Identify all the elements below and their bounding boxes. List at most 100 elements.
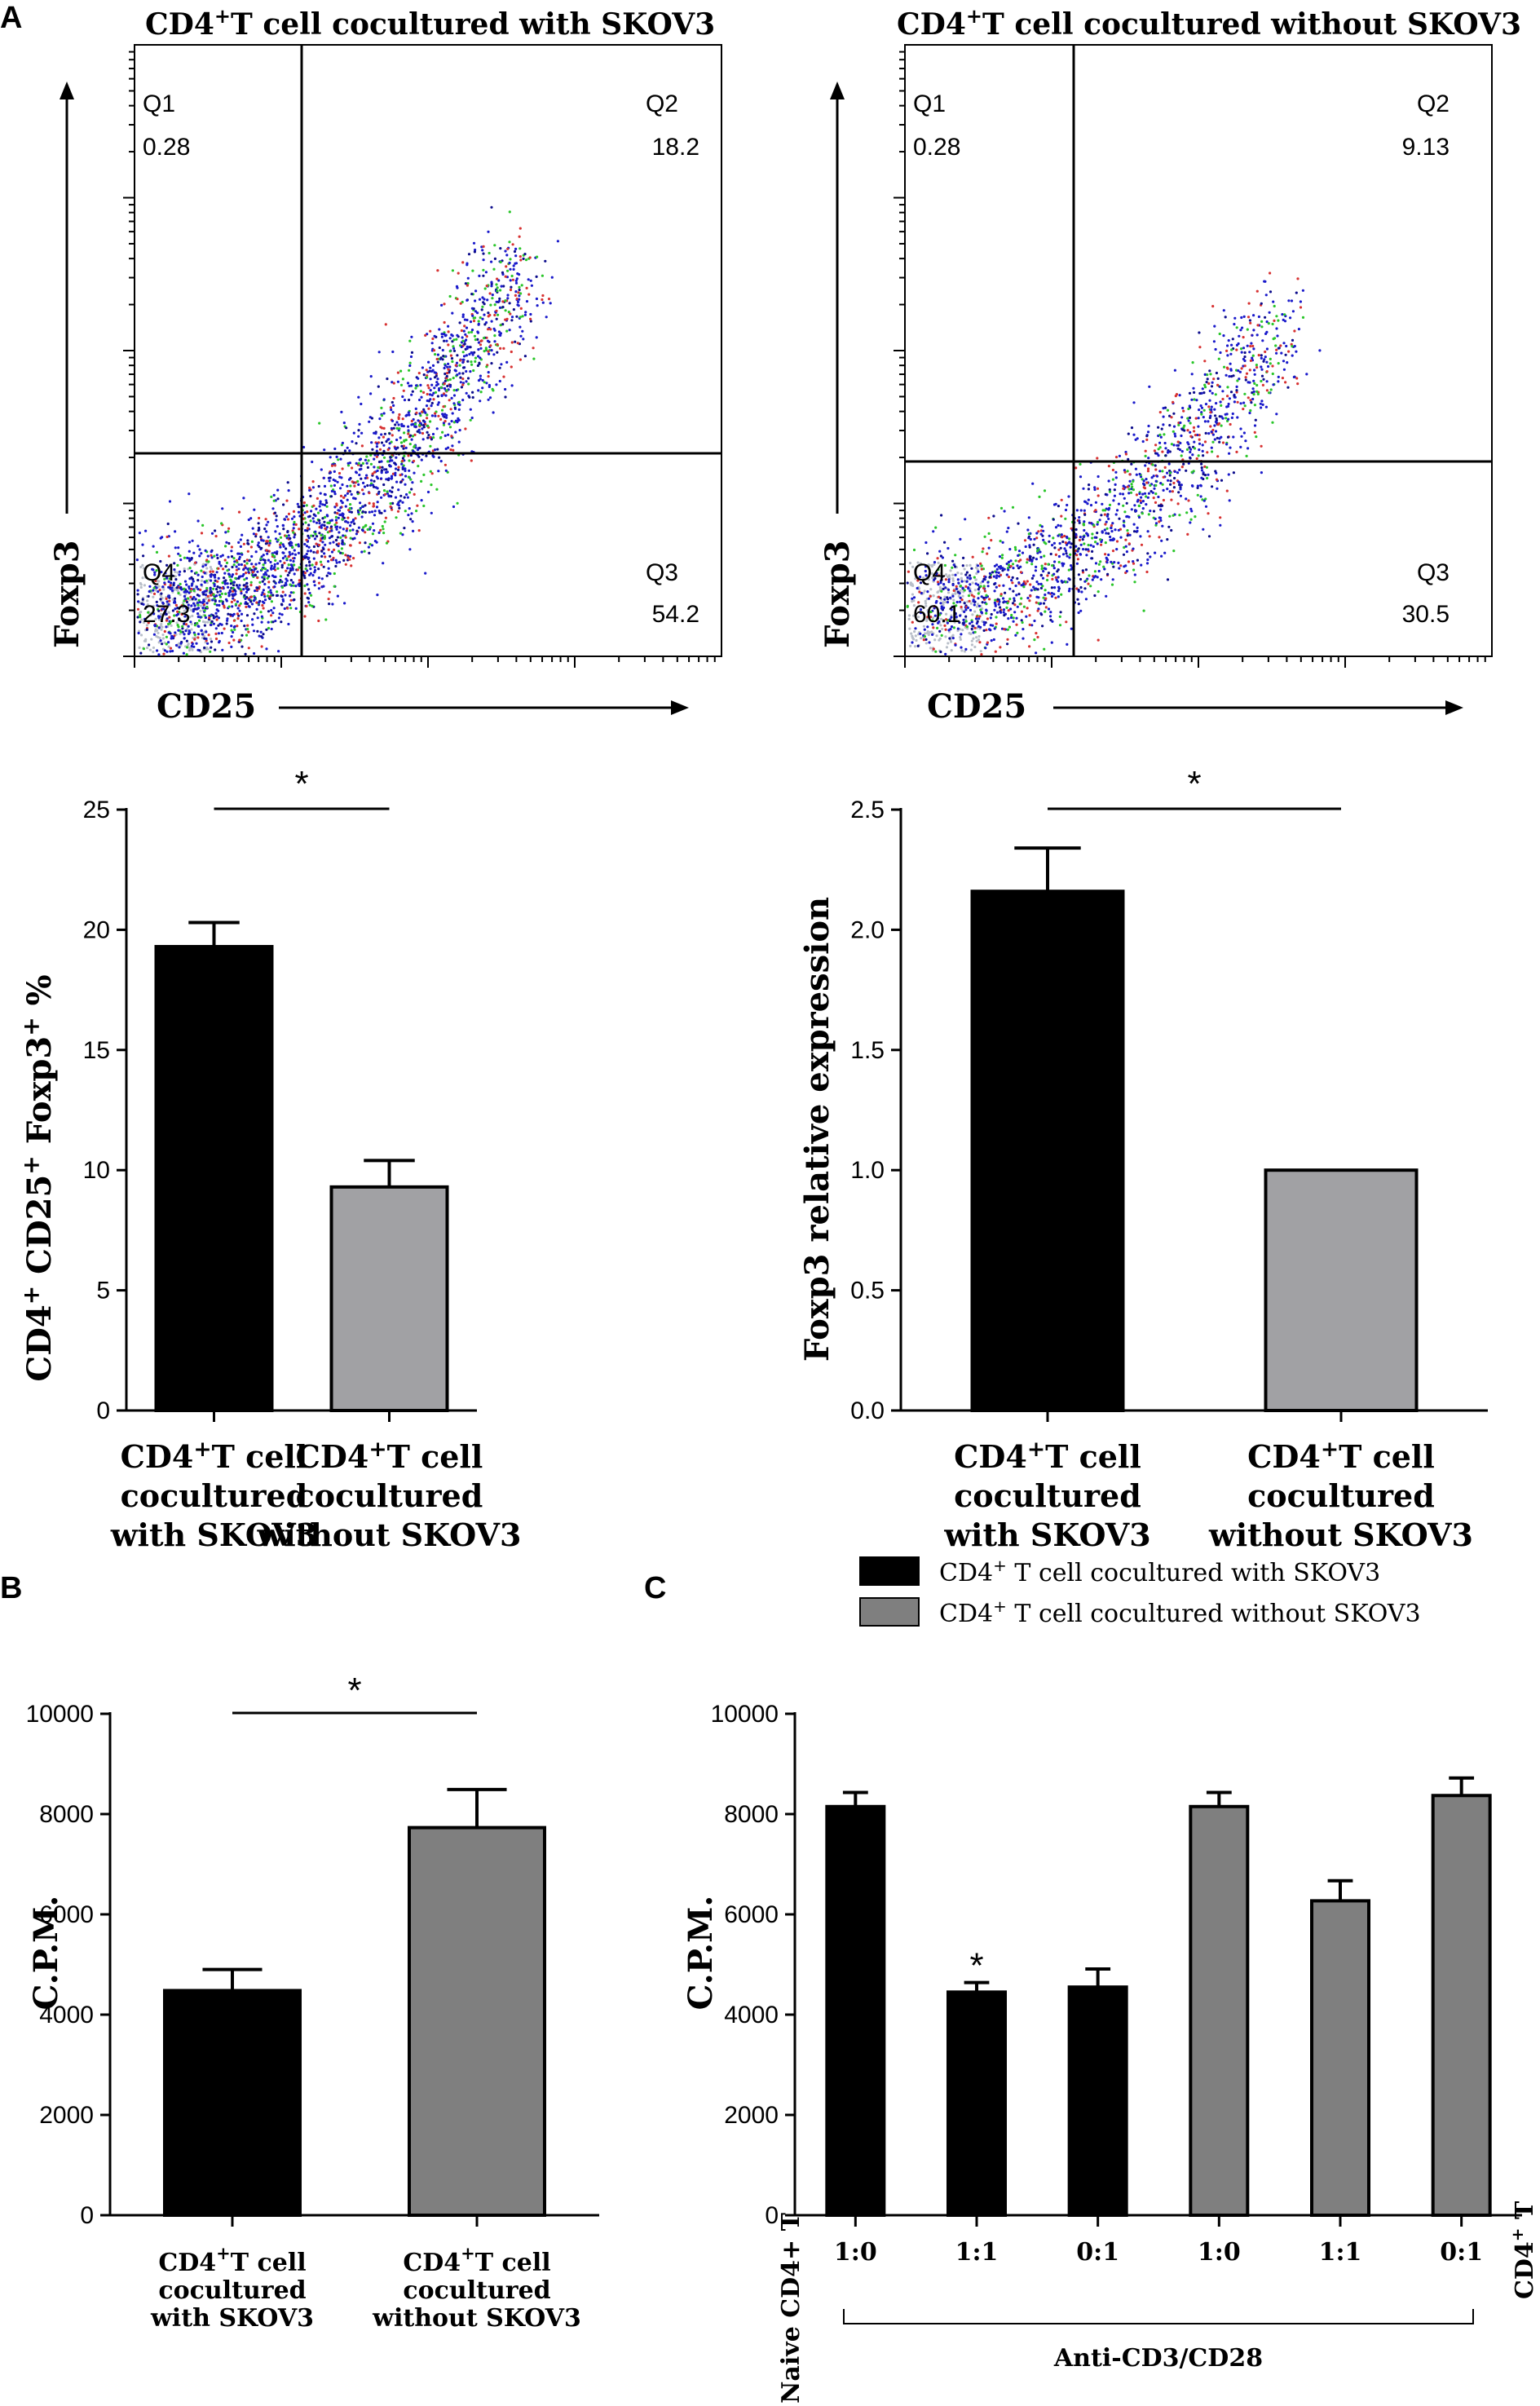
cell-dot (1110, 583, 1114, 586)
cell-dot (525, 286, 528, 289)
cell-dot (227, 555, 230, 558)
cell-dot (383, 432, 386, 435)
cell-dot (1225, 349, 1229, 352)
cell-dot (217, 616, 221, 620)
cell-dot (977, 583, 980, 587)
cell-dot (170, 624, 173, 627)
cell-dot (305, 504, 308, 507)
cell-dot (1159, 516, 1163, 519)
cell-dot (1059, 611, 1062, 614)
cell-dot (1179, 494, 1182, 497)
cell-dot (436, 403, 439, 406)
cell-dot (306, 510, 309, 514)
cell-dot (277, 650, 280, 653)
cell-dot (196, 519, 200, 523)
cell-dot (458, 429, 461, 432)
cell-dot (366, 483, 369, 488)
category-label: cocultured (158, 2276, 306, 2305)
cell-dot (141, 563, 144, 567)
cell-dot (229, 613, 232, 616)
cell-dot (309, 494, 312, 498)
cell-dot (1074, 545, 1078, 548)
cell-dot (206, 594, 210, 598)
cell-dot (259, 557, 263, 560)
cell-dot (545, 316, 548, 319)
cell-dot (1030, 576, 1034, 581)
cell-dot (1207, 473, 1210, 476)
cell-dot (239, 575, 242, 578)
cell-dot (317, 484, 320, 488)
cell-dot (418, 431, 421, 435)
cell-dot (1068, 537, 1071, 541)
cell-dot (246, 539, 249, 542)
cell-dot (235, 572, 238, 576)
cell-dot (973, 576, 976, 579)
cell-dot (227, 641, 231, 645)
cell-dot (365, 474, 368, 477)
cell-dot (1036, 609, 1039, 612)
cell-dot (1291, 338, 1295, 342)
cell-dot (985, 594, 988, 597)
cell-dot (487, 350, 490, 353)
cell-dot (1013, 611, 1017, 614)
cell-dot (349, 484, 352, 488)
cell-dot (1220, 435, 1223, 439)
cell-dot (519, 258, 523, 262)
cell-dot (1036, 550, 1039, 553)
cell-dot (1194, 417, 1198, 420)
cell-dot (338, 513, 342, 517)
cell-dot (514, 290, 518, 294)
cell-dot (192, 589, 196, 593)
cell-dot (998, 555, 1002, 558)
q1-value: 0.28 (143, 134, 190, 161)
bar (1189, 1804, 1250, 2217)
cell-dot (508, 210, 511, 214)
cell-dot (319, 501, 322, 505)
cell-dot (278, 612, 281, 616)
cell-dot (476, 338, 479, 341)
cell-dot (382, 444, 386, 447)
cell-dot (1145, 562, 1149, 565)
cell-dot (439, 356, 443, 360)
cell-dot (408, 339, 412, 342)
cell-dot (1219, 516, 1222, 519)
cell-dot (290, 517, 294, 520)
cell-dot (523, 253, 527, 256)
cell-dot (506, 297, 510, 300)
cell-dot (1248, 369, 1251, 372)
cell-dot (410, 438, 413, 441)
cell-dot (399, 499, 402, 502)
cell-dot (1179, 488, 1182, 491)
cell-dot (214, 599, 217, 603)
cell-dot (1110, 526, 1113, 530)
cell-dot (159, 559, 162, 563)
cell-dot (1032, 556, 1035, 559)
cell-dot (433, 376, 437, 379)
cell-dot (948, 637, 951, 640)
cell-dot (1118, 567, 1121, 570)
category-label: without SKOV3 (1208, 1516, 1473, 1553)
cell-dot (346, 498, 349, 501)
cell-dot (148, 648, 152, 651)
cell-dot (1145, 435, 1149, 438)
cell-dot (1252, 347, 1255, 351)
cell-dot (414, 386, 417, 390)
cell-dot (982, 623, 986, 626)
cell-dot (192, 645, 196, 648)
cell-dot (380, 469, 383, 472)
cell-dot (1182, 462, 1185, 466)
cell-dot (1223, 365, 1226, 369)
cell-dot (443, 420, 447, 423)
cell-dot (271, 574, 275, 577)
cell-dot (963, 589, 966, 592)
cell-dot (1097, 494, 1100, 497)
cell-dot (363, 550, 366, 553)
cell-dot (1189, 450, 1192, 454)
cell-dot (346, 464, 351, 467)
cell-dot (1052, 536, 1055, 540)
cell-dot (285, 499, 289, 502)
cell-dot (173, 562, 176, 565)
cell-dot (1166, 488, 1169, 491)
cell-dot (515, 315, 518, 318)
